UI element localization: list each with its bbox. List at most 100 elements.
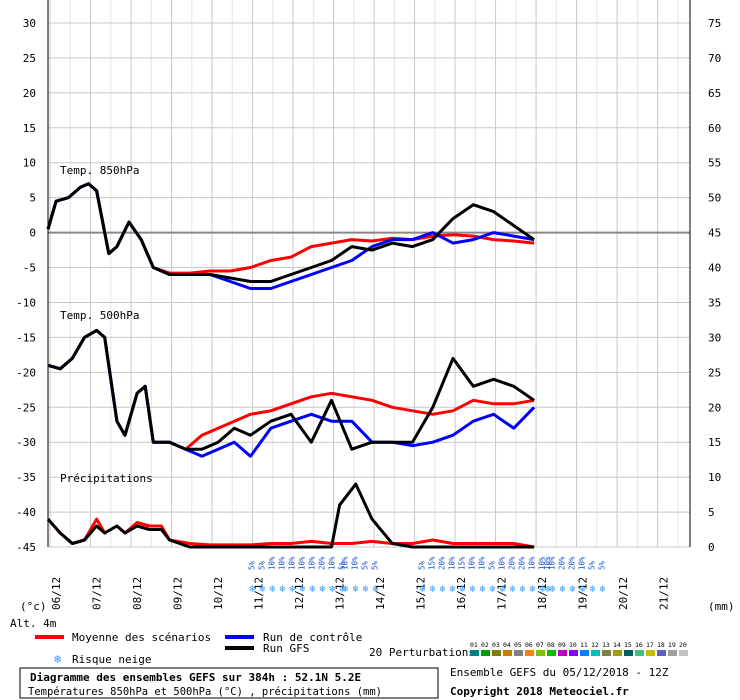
x-tick-label: 10/12 (212, 577, 225, 610)
perturbation-id: 20 (679, 641, 687, 649)
snow-risk-value: 10% (578, 556, 587, 570)
run-info: Ensemble GEFS du 05/12/2018 - 12Z (450, 666, 669, 679)
x-tick-label: 17/12 (496, 577, 509, 610)
snow-risk-value: 20% (318, 556, 327, 570)
snowflake-icon: ❄ (540, 584, 547, 595)
snow-risk-value: 10% (478, 556, 487, 570)
panel-label-precip: Précipitations (60, 472, 153, 485)
right-tick-label: 15 (708, 436, 721, 449)
x-tick-label: 15/12 (415, 577, 428, 610)
perturbation-color-key: 01 02 03 04 05 06 07 08 09 10 11 12 13 14 15 16 17 18 19 20 (470, 641, 688, 656)
x-tick-label: 19/12 (577, 577, 590, 610)
perturbation-id: 12 (591, 641, 599, 649)
left-tick-label: 0 (29, 227, 36, 240)
left-tick-label: -40 (16, 506, 36, 519)
altitude-label: Alt. 4m (10, 617, 57, 630)
snow-risk-value: 10% (468, 556, 477, 570)
right-tick-label: 40 (708, 262, 721, 275)
snowflake-icon: ❄ (560, 584, 567, 595)
perturbation-swatch (503, 650, 512, 656)
snowflake-icon: ❄ (320, 584, 327, 595)
snowflake-icon: ❄ (250, 584, 257, 595)
right-tick-label: 55 (708, 157, 721, 170)
right-tick-label: 25 (708, 366, 721, 379)
left-tick-label: -10 (16, 296, 36, 309)
snow-risk-value: 5% (338, 560, 347, 570)
x-tick-label: 14/12 (374, 577, 387, 610)
legend-gfs-label: Run GFS (263, 642, 309, 655)
perturbation-swatch (558, 650, 567, 656)
snow-risk-value: 20% (568, 556, 577, 570)
perturbation-swatch (624, 650, 633, 656)
legend-snow-label: Risque neige (72, 653, 151, 666)
perturbation-swatch (525, 650, 534, 656)
title-box (19, 667, 439, 699)
perturbation-swatch (668, 650, 677, 656)
snow-risk-value: 5% (248, 560, 257, 570)
snowflake-icon: ❄ (510, 584, 517, 595)
series-run-gfs-pr-cipitations (46, 482, 535, 549)
perturbation-id: 09 (558, 641, 566, 649)
left-tick-label: 30 (23, 17, 36, 30)
left-axis-ticks: 30 25 20 15 10 5 0 -5 -10 -15 -20 -25 -30 -35 -40 -45 (16, 17, 36, 554)
series-run-gfs-temp-850hpa (46, 182, 535, 283)
snow-risk-value: 15% (428, 556, 437, 570)
snow-risk-value: 10% (448, 556, 457, 570)
perturbation-id: 05 (514, 641, 522, 649)
left-tick-label: -35 (16, 471, 36, 484)
snowflake-icon: ❄ (500, 584, 507, 595)
perturbation-swatch (536, 650, 545, 656)
snowflake-icon: ❄ (460, 584, 467, 595)
series-moyenne-des-sc-narios-temp-500hpa (47, 328, 535, 451)
snowflake-icon: ❄ (490, 584, 497, 595)
right-tick-label: 50 (708, 192, 721, 205)
perturbation-id: 01 (470, 641, 478, 649)
left-tick-label: 5 (29, 192, 36, 205)
snow-risk-value: 5% (588, 560, 597, 570)
snowflake-icon: ❄ (420, 584, 427, 595)
series-moyenne-des-sc-narios-temp-850hpa (46, 182, 535, 275)
snow-risk-value: 10% (268, 556, 277, 570)
series-layer (46, 182, 536, 549)
snow-risk-value: 10% (288, 556, 297, 570)
right-axis-unit: (mm) (708, 600, 735, 613)
perturbation-swatch (602, 650, 611, 656)
right-tick-label: 70 (708, 52, 721, 65)
panel-label-850: Temp. 850hPa (60, 164, 139, 177)
perturbation-id: 14 (613, 641, 621, 649)
x-tick-label: 08/12 (131, 577, 144, 610)
x-tick-label: 07/12 (91, 577, 104, 610)
left-tick-label: 25 (23, 52, 36, 65)
snow-risk-value: 5% (418, 560, 427, 570)
legend-mean-label: Moyenne des scénarios (72, 631, 211, 644)
snow-risk-value: 10% (328, 556, 337, 570)
right-tick-label: 75 (708, 17, 721, 30)
perturbation-swatch (591, 650, 600, 656)
perturbation-swatch (547, 650, 556, 656)
x-axis-date-labels: 06/12 07/12 08/12 09/12 10/12 11/12 12/12 13/12… (50, 577, 671, 610)
perturbation-swatch (569, 650, 578, 656)
snowflake-icon: ❄ (580, 584, 587, 595)
perturbation-id: 19 (668, 641, 676, 649)
snow-risk-value: 5% (361, 560, 370, 570)
perturbation-id: 07 (536, 641, 544, 649)
left-tick-label: -25 (16, 401, 36, 414)
x-tick-label: 16/12 (455, 577, 468, 610)
perturbation-swatch (580, 650, 589, 656)
snowflake-icon: ❄ (280, 584, 287, 595)
snowflake-icon: ❄ (54, 652, 61, 666)
snow-risk-value: 10% (498, 556, 507, 570)
x-tick-label: 12/12 (293, 577, 306, 610)
title-line-1: Diagramme des ensembles GEFS sur 384h : … (30, 671, 361, 684)
series-run-gfs-temp-500hpa (47, 328, 535, 451)
snowflake-icon: ❄ (310, 584, 317, 595)
perturbation-swatch (514, 650, 523, 656)
perturbation-id: 03 (492, 641, 500, 649)
snow-risk-value: 10% (308, 556, 317, 570)
snowflake-icon: ❄ (330, 584, 337, 595)
perturbation-swatch (613, 650, 622, 656)
perturbation-id: 06 (525, 641, 533, 649)
snow-risk-value: 5% (488, 560, 497, 570)
snow-risk-value: 5% (258, 560, 267, 570)
